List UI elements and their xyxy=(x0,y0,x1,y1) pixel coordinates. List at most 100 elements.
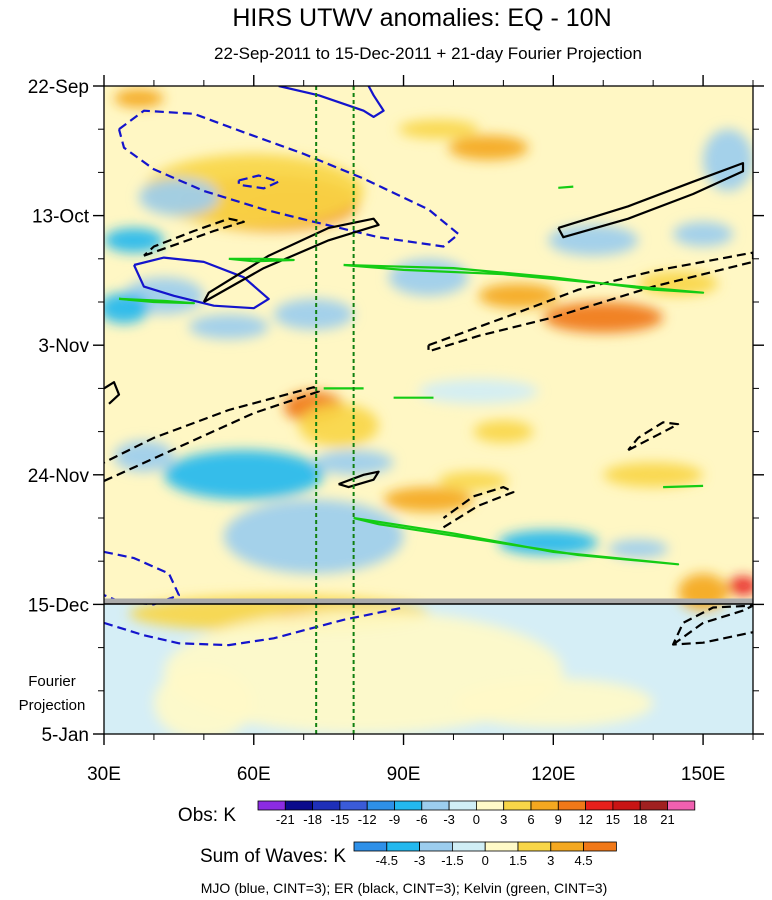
obs-colorbar: -21 -18 -15 -12 -9 -6 -3 0 3 6 9 12 15 18 21 xyxy=(257,800,696,827)
anomaly-blob-14 xyxy=(448,135,529,161)
anomaly-blob-28 xyxy=(603,462,704,488)
anomaly-blob-10 xyxy=(548,224,639,256)
obs-legend-swatch-3 xyxy=(339,800,368,811)
wave-contours xyxy=(104,86,753,647)
er-contour-12 xyxy=(143,217,245,257)
obs-legend-swatch-8 xyxy=(475,800,505,811)
anomaly-blob-22 xyxy=(113,440,174,472)
y-tick-label-5: 5-Jan xyxy=(41,725,89,746)
er-contour-13 xyxy=(442,486,515,529)
obs-legend-swatch-9 xyxy=(503,800,532,811)
x-tick-label-2: 90E xyxy=(387,764,421,785)
waves-legend-label-6: 4.5 xyxy=(575,853,593,868)
obs-legend-swatch-12 xyxy=(585,800,614,811)
anomaly-blob-26 xyxy=(498,530,599,556)
waves-legend-label-2: -1.5 xyxy=(441,853,463,868)
er-contour-7 xyxy=(557,162,745,239)
anomaly-blob-38 xyxy=(453,678,654,728)
obs-legend-swatch-10 xyxy=(530,800,559,811)
chart-subtitle: 22-Sep-2011 to 15-Dec-2011 + 21-day Four… xyxy=(214,44,642,63)
er-contour-14 xyxy=(627,421,680,452)
anomaly-blob-30 xyxy=(473,420,534,443)
obs-legend-label-10: 9 xyxy=(555,812,562,827)
mjo-contour-1 xyxy=(237,174,280,190)
obs-legend-swatch-15 xyxy=(667,800,696,811)
er-contour-15 xyxy=(671,604,753,646)
obs-legend-label-14: 21 xyxy=(660,812,674,827)
y-tick-label-4: 15-Dec xyxy=(28,595,89,616)
anomaly-blob-20 xyxy=(298,403,379,448)
anomaly-blob-9 xyxy=(388,258,469,296)
x-axis: 30E 60E 90E 120E 150E xyxy=(87,75,754,785)
y-tick-label-3: 24-Nov xyxy=(28,466,90,487)
anomaly-blob-16 xyxy=(543,302,664,333)
obs-legend-label-1: -18 xyxy=(303,812,322,827)
er-contour-8 xyxy=(338,470,380,489)
waves-legend-swatch-7 xyxy=(583,841,617,852)
obs-legend-swatch-6 xyxy=(421,800,450,811)
obs-legend-label: Obs: K xyxy=(178,805,236,826)
obs-legend-swatch-2 xyxy=(312,800,341,811)
anomaly-blob-23 xyxy=(313,450,394,475)
anomaly-blob-12 xyxy=(703,129,753,191)
er-contour-10 xyxy=(104,386,320,483)
kelvin-contour-17 xyxy=(118,297,195,305)
obs-legend-swatch-11 xyxy=(557,800,586,811)
kelvin-contour-23 xyxy=(558,185,574,189)
obs-legend-label-12: 15 xyxy=(606,812,620,827)
plot-frame xyxy=(103,85,754,735)
x-tick-label-3: 120E xyxy=(531,764,575,785)
obs-legend-swatch-5 xyxy=(394,800,423,811)
waves-legend-label: Sum of Waves: K xyxy=(200,846,346,867)
waves-legend-label-4: 1.5 xyxy=(509,853,527,868)
waves-legend-label-1: -3 xyxy=(414,853,426,868)
kelvin-contour-16 xyxy=(343,263,705,294)
waves-colorbar: -4.5 -3 -1.5 0 1.5 3 4.5 xyxy=(353,841,617,868)
obs-legend-label-8: 3 xyxy=(500,812,507,827)
obs-legend-swatch-0 xyxy=(257,800,286,811)
anomaly-blob-37 xyxy=(153,666,254,734)
kelvin-contour-18 xyxy=(353,516,680,566)
x-tick-label-4: 150E xyxy=(681,764,725,785)
obs-legend-label-7: 0 xyxy=(473,812,480,827)
anomaly-blob-35 xyxy=(728,576,753,596)
projection-label-line1: Fourier xyxy=(28,673,76,690)
x-tick-label-1: 60E xyxy=(237,764,271,785)
obs-legend-label-6: -3 xyxy=(443,812,455,827)
kelvin-contour-19 xyxy=(228,257,295,263)
obs-legend-swatch-7 xyxy=(448,800,477,811)
projection-label-line2: Projection xyxy=(19,697,86,714)
reference-lines xyxy=(315,86,355,734)
kelvin-contour-22 xyxy=(663,484,704,489)
mjo-contour-2 xyxy=(278,86,385,119)
obs-legend-swatch-14 xyxy=(639,800,668,811)
obs-legend-label-0: -21 xyxy=(276,812,295,827)
y-tick-label-1: 13-Oct xyxy=(32,207,90,228)
anomaly-blob-17 xyxy=(478,283,559,309)
anomaly-blob-25 xyxy=(438,471,509,491)
anomaly-blob-4 xyxy=(104,227,164,253)
x-tick-label-0: 30E xyxy=(87,764,121,785)
waves-legend-swatch-2 xyxy=(419,841,453,852)
obs-legend-label-3: -12 xyxy=(358,812,377,827)
anomaly-blob-29 xyxy=(418,379,539,404)
anomaly-blob-34 xyxy=(678,573,729,611)
waves-legend-swatch-4 xyxy=(484,841,519,852)
waves-legend-swatch-1 xyxy=(386,841,420,852)
anomaly-blob-21 xyxy=(163,450,324,500)
waves-legend-label-3: 0 xyxy=(482,853,489,868)
waves-legend-swatch-6 xyxy=(550,841,584,852)
obs-legend-label-11: 12 xyxy=(578,812,592,827)
obs-legend-label-9: 6 xyxy=(527,812,534,827)
contour-note: MJO (blue, CINT=3); ER (black, CINT=3); … xyxy=(201,880,608,896)
y-axis: 22-Sep 13-Oct 3-Nov 24-Nov 15-Dec 5-Jan xyxy=(28,77,764,746)
anomaly-blob-3 xyxy=(138,178,219,216)
er-contour-11 xyxy=(427,251,753,353)
anomaly-blob-15 xyxy=(113,89,164,108)
waves-legend-swatch-5 xyxy=(517,841,552,852)
anomaly-blob-11 xyxy=(673,221,734,247)
anomaly-blob-31 xyxy=(223,499,404,574)
obs-legend-swatch-1 xyxy=(284,800,313,811)
waves-legend-label-5: 3 xyxy=(547,853,554,868)
